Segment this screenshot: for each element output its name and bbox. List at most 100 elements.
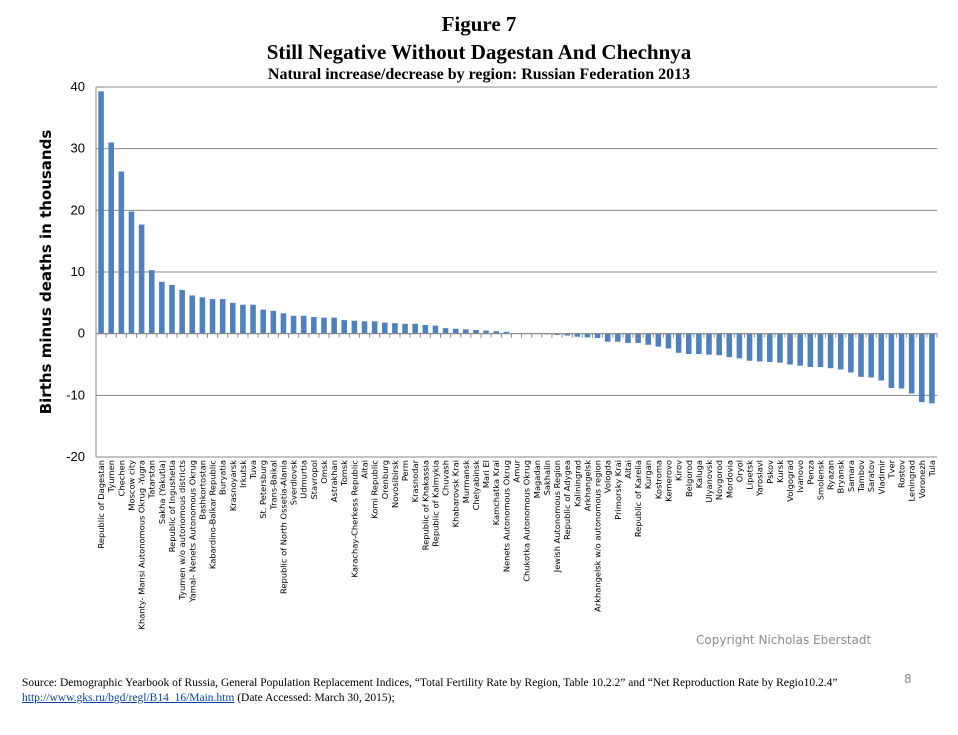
category-label: Kurgan: [643, 460, 653, 489]
category-label: Tatarstan: [147, 460, 157, 499]
category-label: Vladimir: [876, 459, 886, 494]
copyright-text: Copyright Nicholas Eberstadt: [696, 633, 872, 647]
bar: [584, 333, 591, 338]
category-label: Rostov: [897, 460, 907, 488]
category-label: Astrakhan: [329, 460, 339, 502]
bar: [361, 321, 368, 334]
bar: [463, 329, 469, 334]
category-label: Karachay-Cherkess Republic: [349, 460, 359, 578]
bar: [604, 333, 611, 342]
category-label: Oryol: [734, 460, 744, 482]
category-label: Mordovia: [724, 460, 734, 498]
category-label: Altai: [360, 460, 370, 479]
category-label: Republic of Karelia: [633, 460, 643, 537]
bar: [574, 333, 581, 337]
category-label: Saratov: [866, 460, 876, 492]
category-label: Republic of North Ossetia-Alania: [278, 460, 288, 594]
y-tick-label: 40: [71, 79, 85, 94]
y-tick-label: 10: [71, 264, 85, 279]
category-label: Krasnoyarsk: [228, 460, 238, 511]
figure-label: Figure 7: [441, 12, 517, 36]
category-label: Kirov: [674, 460, 684, 481]
category-label: Kaluga: [694, 460, 704, 488]
bar: [483, 330, 489, 334]
category-label: Krasnodar: [410, 459, 420, 502]
y-axis-label: Births minus deaths in thousands: [37, 130, 55, 415]
category-label: Khabarovsk Krai: [451, 460, 461, 527]
category-label: Kostroma: [653, 460, 663, 499]
category-label: Chechen: [116, 460, 126, 496]
bar: [230, 302, 236, 334]
bar: [321, 317, 327, 334]
bar: [554, 333, 560, 335]
category-label: Republic of Kalmykia: [430, 460, 440, 547]
bar: [98, 91, 104, 334]
bar: [908, 333, 915, 394]
category-label: Chuvash: [441, 460, 451, 496]
category-label: Mari El: [481, 460, 491, 488]
category-label: Omsk: [319, 460, 329, 484]
bar: [594, 333, 601, 338]
bar: [767, 333, 773, 363]
y-tick-label: -10: [66, 387, 85, 402]
chart-title: Still Negative Without Dagestan And Chec…: [266, 40, 692, 64]
bar: [837, 333, 844, 370]
bar: [655, 333, 662, 347]
category-label: Amur: [512, 459, 522, 482]
bar: [645, 333, 652, 345]
category-label: Belgorod: [684, 460, 694, 497]
chart-subtitle: Natural increase/decrease by region: Rus…: [267, 66, 691, 83]
bar: [290, 315, 297, 334]
bar: [787, 333, 793, 365]
bar: [300, 315, 307, 334]
category-label: Arkhangelsk w/o autonomous region: [593, 460, 603, 612]
category-label: Voronezh: [917, 460, 927, 498]
category-label: Penza: [805, 460, 815, 485]
category-label: Lipetsk: [745, 460, 755, 490]
page-number: 8: [904, 672, 912, 686]
bar: [868, 333, 874, 378]
bar: [219, 299, 226, 334]
category-label: Sakhalin: [542, 460, 552, 495]
category-label: St. Petersburg: [258, 460, 268, 519]
category-label: Smolensk: [815, 460, 825, 500]
bar: [341, 320, 348, 334]
category-label: Chelyabinsk: [471, 460, 481, 511]
bar: [422, 325, 429, 334]
bar: [888, 333, 895, 388]
category-label: Tambov: [856, 460, 866, 493]
bar: [635, 333, 641, 343]
bar: [878, 333, 885, 381]
bar: [108, 142, 114, 334]
bar: [270, 310, 277, 334]
category-label: Tuva: [248, 460, 258, 480]
source-date: (Date Accessed: March 30, 2015);: [234, 692, 395, 704]
bar: [381, 322, 388, 334]
category-label: Leningrad: [907, 460, 917, 501]
category-label: Tomsk: [339, 460, 349, 487]
bar: [452, 328, 459, 334]
category-label: Khanty- Mansi Autonomous Okrug -Yugra: [137, 460, 147, 630]
category-label: Ryazan: [826, 460, 836, 490]
category-label: Volgograd: [785, 460, 795, 502]
bar: [402, 323, 408, 334]
category-label: Tula: [927, 460, 937, 477]
bar: [260, 309, 266, 334]
bar: [625, 333, 631, 343]
bar: [807, 333, 814, 367]
bar: [898, 333, 905, 389]
bar: [848, 333, 854, 373]
bar: [503, 331, 510, 334]
category-label: Yamal- Nenets Autonomous Okrug: [187, 460, 197, 603]
source-link[interactable]: http://www.gks.ru/bgd/regl/B14_16/Main.h…: [22, 692, 235, 704]
bar: [473, 329, 479, 334]
bar: [665, 333, 672, 349]
category-label: Nenets Autonomous Okrug: [501, 460, 511, 572]
bar: [392, 323, 398, 334]
bar: [199, 297, 206, 334]
bar: [159, 281, 165, 334]
category-label: Komi Republic: [370, 460, 380, 519]
bar: [148, 270, 155, 334]
bar: [696, 333, 702, 355]
